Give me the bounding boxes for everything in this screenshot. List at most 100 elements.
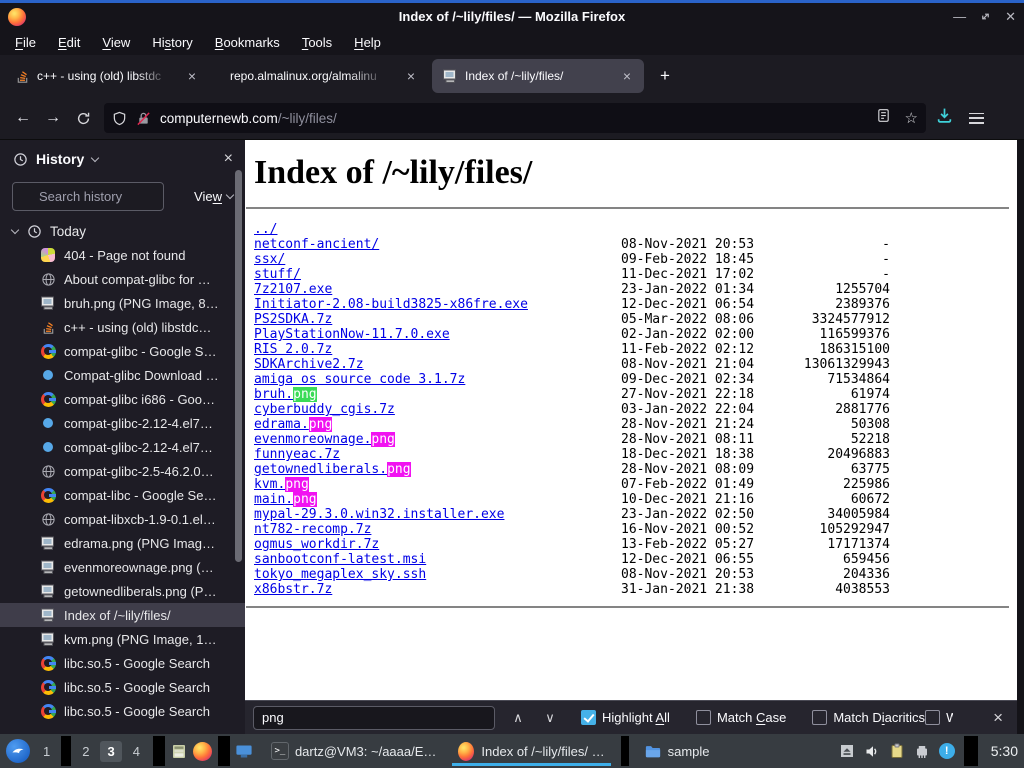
checkbox[interactable]	[812, 710, 828, 725]
bookmark-star-icon[interactable]: ☆	[904, 110, 918, 127]
volume-icon[interactable]	[864, 743, 880, 759]
menu-icon[interactable]	[969, 112, 984, 124]
file-link[interactable]: SDKArchive2.7z	[254, 357, 364, 372]
file-link[interactable]: mypal-29.3.0.win32.installer.exe	[254, 507, 505, 522]
file-link[interactable]: RIS 2.0.7z	[254, 342, 333, 357]
taskbar-clock[interactable]: 5:30	[990, 743, 1018, 759]
restore-button[interactable]	[980, 11, 991, 22]
file-link[interactable]: 7z2107.exe	[254, 282, 333, 297]
checkbox[interactable]	[581, 710, 596, 725]
task-dartz-vm3-aaaa-e[interactable]: >_ dartz@VM3: ~/aaaa/E…	[266, 736, 442, 766]
view-dropdown[interactable]: View	[194, 189, 235, 204]
find-option-match-diacritics[interactable]: Match Diacritics	[812, 710, 925, 725]
file-link[interactable]: main.png	[254, 492, 317, 507]
history-item-compat-glibc-download[interactable]: Compat-glibc Download …	[0, 363, 245, 387]
file-link[interactable]: stuff/	[254, 267, 301, 282]
file-link[interactable]: PS2SDKA.7z	[254, 312, 333, 327]
file-link[interactable]: PlayStationNow-11.7.0.exe	[254, 327, 450, 342]
firefox-icon[interactable]	[192, 741, 212, 761]
tab-c-using-old-libstdc[interactable]: c++ - using (old) libstdc ×	[4, 59, 209, 93]
find-option-truncated[interactable]: W	[925, 710, 953, 725]
find-option-highlight-all[interactable]: Highlight All	[581, 710, 670, 725]
workspace-4[interactable]: 4	[132, 743, 140, 759]
find-close-icon[interactable]: ×	[993, 707, 1003, 727]
tab-close-icon[interactable]: ×	[406, 68, 416, 84]
checkbox[interactable]	[695, 710, 711, 725]
file-link[interactable]: kvm.png	[254, 477, 309, 492]
tab-index-of-lily-files[interactable]: Index of /~lily/files/ ×	[432, 59, 644, 93]
file-link[interactable]: Initiator-2.08-build3825-x86fre.exe	[254, 297, 528, 312]
workspace-2[interactable]: 2	[82, 743, 90, 759]
clipboard-icon[interactable]	[889, 743, 905, 759]
find-next-button[interactable]: ∨	[545, 709, 555, 725]
back-button[interactable]: ←	[15, 109, 31, 126]
file-link[interactable]: edrama.png	[254, 417, 333, 432]
task-sample[interactable]: sample	[639, 736, 716, 766]
tab-close-icon[interactable]: ×	[187, 68, 197, 84]
tab-repo-almalinux-org-almalinu[interactable]: repo.almalinux.org/almalinu ×	[213, 59, 428, 93]
file-link[interactable]: funnyeac.7z	[254, 447, 341, 462]
menu-history[interactable]: History	[152, 35, 193, 50]
url-bar[interactable]: computernewb.com/~lily/files/ ☆	[104, 103, 926, 133]
reload-button[interactable]	[68, 104, 98, 132]
history-group-today[interactable]: Today	[0, 219, 245, 243]
workspace-3[interactable]: 3	[100, 740, 122, 762]
history-item-index-of-lily-files[interactable]: Index of /~lily/files/	[0, 603, 245, 627]
find-input[interactable]	[253, 705, 495, 730]
menu-view[interactable]: View	[102, 35, 131, 50]
history-item-compat-glibc-2-12-4-el7[interactable]: compat-glibc-2.12-4.el7…	[0, 411, 245, 435]
history-item-compat-libxcb-1-9-0-1-el[interactable]: compat-libxcb-1.9-0.1.el…	[0, 507, 245, 531]
file-link[interactable]: bruh.png	[254, 387, 317, 402]
file-link[interactable]: cyberbuddy_cgis.7z	[254, 402, 395, 417]
sidebar-scrollbar[interactable]	[235, 170, 242, 562]
display-icon[interactable]	[236, 743, 252, 759]
history-item-compat-glibc-google-s[interactable]: compat-glibc - Google S…	[0, 339, 245, 363]
history-item-compat-libc-google-se[interactable]: compat-libc - Google Se…	[0, 483, 245, 507]
downloads-icon[interactable]	[936, 107, 953, 129]
checkbox[interactable]	[925, 710, 941, 725]
menu-help[interactable]: Help	[354, 35, 381, 50]
file-link[interactable]: x86bstr.7z	[254, 582, 333, 597]
reader-mode-icon[interactable]	[876, 108, 891, 128]
history-item-evenmoreownage-png[interactable]: evenmoreownage.png (…	[0, 555, 245, 579]
network-icon[interactable]	[914, 743, 930, 759]
sidebar-close-icon[interactable]: ×	[223, 150, 233, 167]
history-item-libc-so-5-google-search[interactable]: libc.so.5 - Google Search	[0, 699, 245, 723]
url-text[interactable]: computernewb.com/~lily/files/	[160, 111, 876, 126]
new-tab-button[interactable]: +	[660, 66, 670, 85]
history-item-edrama-png-png-imag[interactable]: edrama.png (PNG Imag…	[0, 531, 245, 555]
history-item-getownedliberals-png-p[interactable]: getownedliberals.png (P…	[0, 579, 245, 603]
find-option-match-case[interactable]: Match Case	[695, 710, 786, 725]
file-link[interactable]: evenmoreownage.png	[254, 432, 395, 447]
history-item-compat-glibc-i686-goo[interactable]: compat-glibc i686 - Goo…	[0, 387, 245, 411]
shield-icon[interactable]	[112, 111, 127, 126]
insecure-lock-icon[interactable]	[136, 111, 151, 126]
file-link[interactable]: ogmus_workdir.7z	[254, 537, 380, 552]
chevron-down-icon[interactable]	[90, 153, 100, 162]
file-link[interactable]: nt782-recomp.7z	[254, 522, 372, 537]
close-button[interactable]: ✕	[1005, 9, 1016, 24]
history-item-c-using-old-libstdc[interactable]: c++ - using (old) libstdc…	[0, 315, 245, 339]
history-item-about-compat-glibc-for[interactable]: About compat-glibc for …	[0, 267, 245, 291]
file-link[interactable]: netconf-ancient/	[254, 237, 380, 252]
file-link[interactable]: ../	[254, 222, 278, 237]
find-previous-button[interactable]: ∧	[513, 709, 523, 725]
menu-tools[interactable]: Tools	[301, 35, 333, 50]
history-item-kvm-png-png-image-1[interactable]: kvm.png (PNG Image, 1…	[0, 627, 245, 651]
notification-icon[interactable]: !	[938, 743, 955, 759]
drawer-icon[interactable]	[171, 743, 187, 759]
history-item-compat-glibc-2-12-4-el7[interactable]: compat-glibc-2.12-4.el7…	[0, 435, 245, 459]
history-item-404-page-not-found[interactable]: 404 - Page not found	[0, 243, 245, 267]
history-item-libc-so-5-google-search[interactable]: libc.so.5 - Google Search	[0, 651, 245, 675]
menu-edit[interactable]: Edit	[57, 35, 81, 50]
menu-file[interactable]: File	[15, 35, 36, 50]
file-link[interactable]: sanbootconf-latest.msi	[254, 552, 427, 567]
file-link[interactable]: amiga os source code 3.1.7z	[254, 372, 466, 387]
menu-bookmarks[interactable]: Bookmarks	[214, 35, 280, 50]
history-item-libc-so-5-google-search[interactable]: libc.so.5 - Google Search	[0, 675, 245, 699]
history-item-bruh-png-png-image-8[interactable]: bruh.png (PNG Image, 8…	[0, 291, 245, 315]
workspace-1[interactable]: 1	[43, 743, 51, 759]
tab-close-icon[interactable]: ×	[622, 68, 632, 84]
history-item-compat-glibc-2-5-46-2-0[interactable]: compat-glibc-2.5-46.2.0…	[0, 459, 245, 483]
history-search-input[interactable]	[12, 182, 164, 211]
